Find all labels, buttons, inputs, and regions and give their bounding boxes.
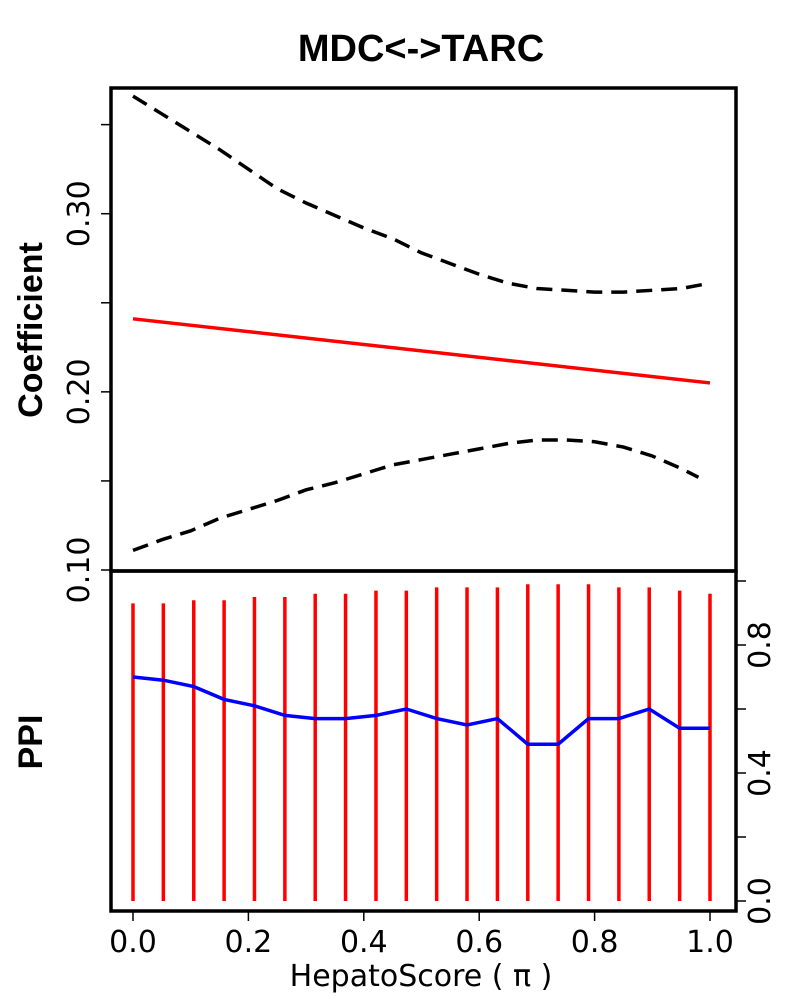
- y-tick-label: 0.10: [62, 537, 97, 604]
- ppi-panel-frame: [109, 569, 738, 913]
- x-axis: 0.0 0.2 0.4 0.6 0.8 1.0: [109, 911, 734, 960]
- coefficient-axis-label: Coefficient: [12, 242, 50, 418]
- x-axis-label: HepatoScore ( π ): [290, 959, 553, 994]
- x-tick-label: 0.6: [455, 925, 503, 960]
- upper-band-line: [132, 94, 711, 294]
- x-tick-label: 1.0: [686, 925, 734, 960]
- x-tick-label: 0.0: [109, 925, 157, 960]
- y-tick-label: 0.20: [62, 358, 97, 425]
- ppi-curve-group: [132, 675, 710, 746]
- lower-band-line: [132, 438, 700, 553]
- coefficient-y-axis: 0.10 0.20 0.30: [62, 123, 111, 604]
- y-tick-label: 0.0: [743, 877, 778, 925]
- coefficient-panel-frame: [109, 86, 738, 573]
- x-tick-label: 0.4: [340, 925, 388, 960]
- y-tick-label: 0.30: [62, 180, 97, 247]
- y-tick-label: 0.8: [743, 621, 778, 669]
- x-tick-label: 0.2: [225, 925, 273, 960]
- ppi-y-axis: 0.0 0.4 0.8: [736, 580, 778, 925]
- coefficient-series: [132, 94, 711, 553]
- ppi-curve: [132, 675, 710, 746]
- ppi-bars: [131, 584, 712, 901]
- estimate-line: [132, 317, 711, 385]
- x-tick-label: 0.8: [571, 925, 619, 960]
- ppi-axis-label: PPI: [12, 715, 50, 770]
- chart-title: MDC<->TARC: [298, 28, 544, 70]
- y-tick-label: 0.4: [743, 749, 778, 797]
